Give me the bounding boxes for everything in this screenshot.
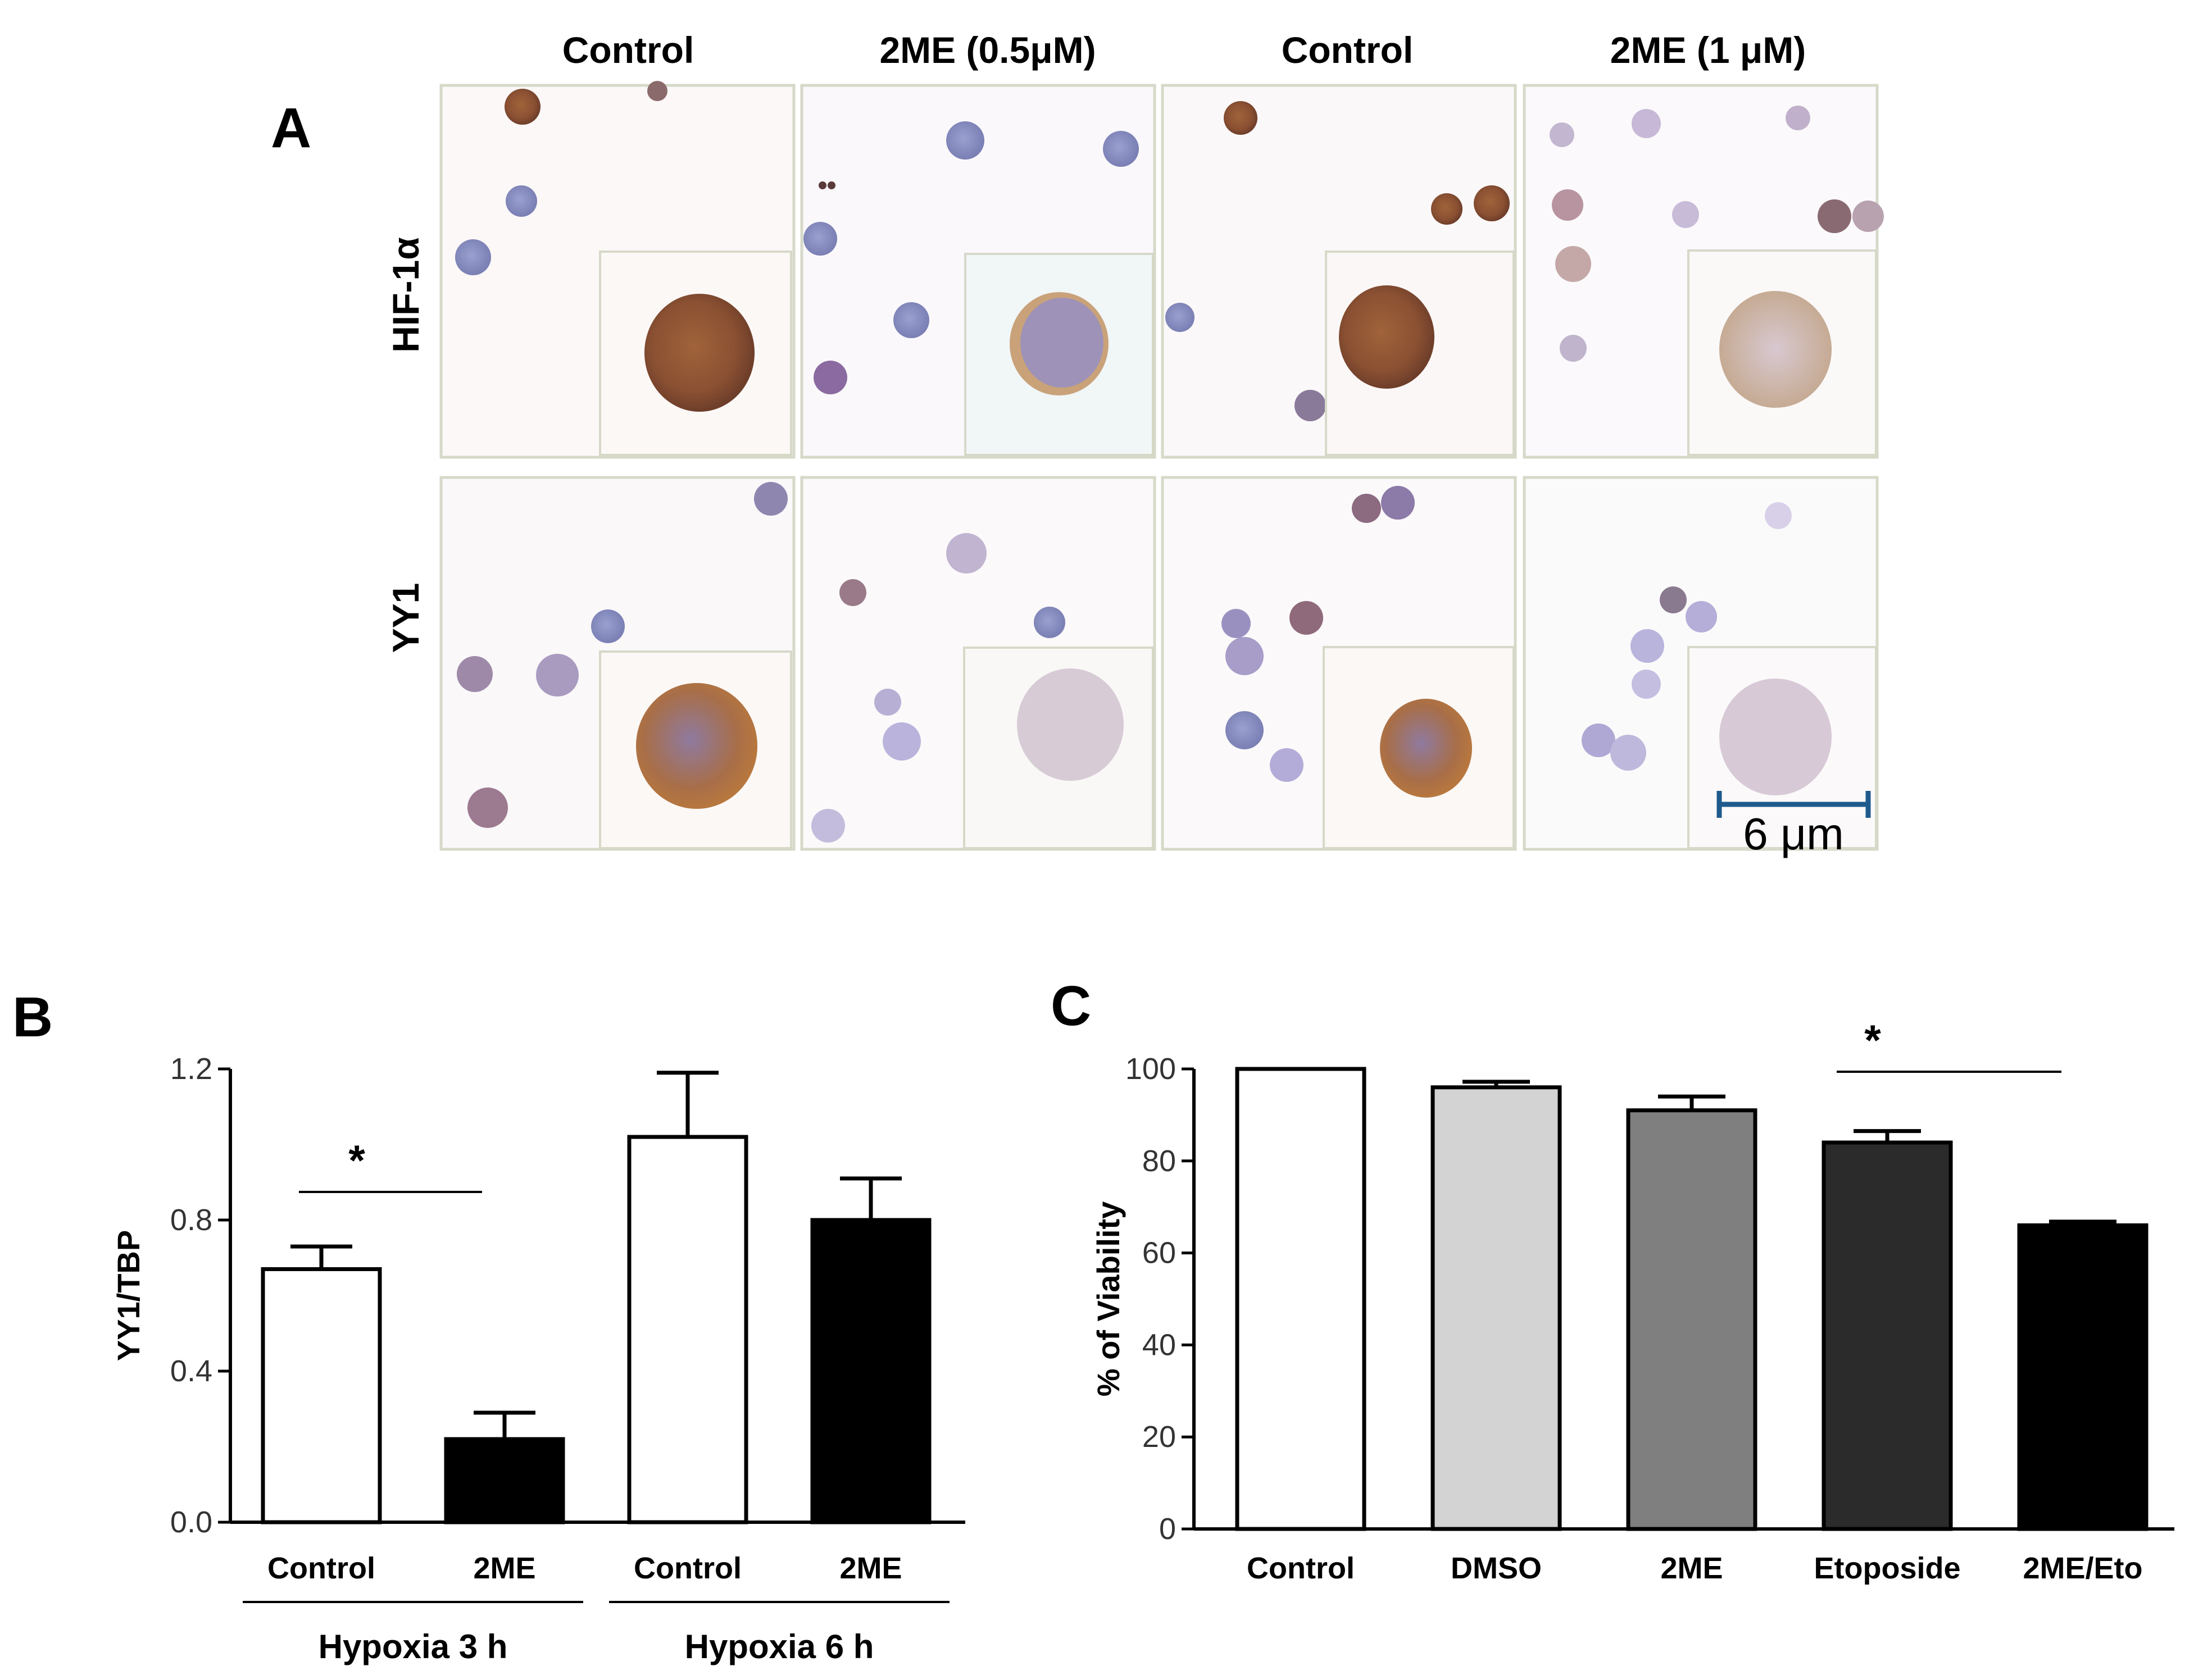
bar-3 — [627, 1135, 748, 1524]
x-category-label: Control — [634, 1551, 742, 1585]
group-label: Hypoxia 3 h — [319, 1628, 508, 1665]
bar-2 — [444, 1437, 565, 1524]
y-axis-title: % of Viability — [1091, 1201, 1126, 1396]
row-header-yy1: YY1 — [385, 583, 426, 653]
bar-4 — [1822, 1140, 1953, 1531]
significance-star: * — [348, 1137, 365, 1185]
chart-b: 0.0 0.4 0.8 1.2 YY1/TBP Control 2ME Control 2ME *… — [111, 1052, 965, 1665]
bar-1 — [261, 1267, 382, 1524]
x-category-label: 2ME — [1660, 1551, 1723, 1585]
bar-4 — [810, 1218, 932, 1524]
column-header-4: 2ME (1 μM) — [1610, 29, 1806, 71]
x-category-label: Control — [1247, 1551, 1355, 1585]
x-category-label: 2ME/Eto — [2023, 1551, 2142, 1585]
group-label: Hypoxia 6 h — [685, 1628, 874, 1665]
micrograph-hif1a-control-1 — [1161, 84, 1517, 459]
bar-2 — [1430, 1085, 1562, 1531]
micrograph-yy1-2me-1: 6 μm — [1523, 476, 1879, 859]
y-tick-label: 0.0 — [170, 1505, 212, 1539]
scale-bar-label: 6 μm — [1743, 809, 1843, 859]
y-tick-label: 60 — [1142, 1236, 1176, 1270]
y-axis-title: YY1/TBP — [111, 1230, 146, 1361]
column-header-2: 2ME (0.5μM) — [879, 29, 1096, 71]
x-category-label: DMSO — [1451, 1551, 1542, 1585]
micrograph-yy1-control-1 — [1161, 476, 1517, 851]
panel-c-label: C — [1051, 975, 1091, 1037]
y-tick-label: 0.4 — [170, 1354, 212, 1388]
y-tick-label: 80 — [1142, 1144, 1176, 1178]
y-tick-label: 20 — [1142, 1420, 1176, 1454]
significance-star: * — [1864, 1017, 1881, 1064]
panel-a-label: A — [271, 97, 311, 160]
micrograph-yy1-2me-05 — [800, 476, 1156, 851]
x-category-label: 2ME — [473, 1551, 535, 1585]
x-category-label: Etoposide — [1814, 1551, 1960, 1585]
micrograph-yy1-control-05 — [439, 476, 796, 851]
micrograph-hif1a-control-05 — [439, 81, 796, 459]
column-header-3: Control — [1282, 29, 1414, 71]
panel-b-label: B — [12, 986, 53, 1049]
column-header-1: Control — [562, 29, 694, 71]
y-tick-label: 0 — [1159, 1512, 1176, 1546]
chart-c: 0 20 40 60 80 100 % of Viability Control DMSO 2ME… — [1091, 1017, 2174, 1585]
bar-3 — [1626, 1108, 1757, 1531]
x-category-label: Control — [267, 1551, 375, 1585]
bar-1 — [1235, 1067, 1366, 1531]
x-category-label: 2ME — [839, 1551, 902, 1585]
y-tick-label: 100 — [1125, 1052, 1176, 1086]
row-header-hif1a: HIF-1α — [385, 237, 426, 353]
y-tick-label: 0.8 — [170, 1203, 212, 1237]
micrograph-hif1a-2me-1 — [1523, 84, 1884, 459]
bar-5 — [2017, 1223, 2149, 1531]
micrograph-hif1a-2me-05 — [800, 84, 1156, 459]
y-tick-label: 40 — [1142, 1328, 1176, 1362]
y-tick-label: 1.2 — [170, 1052, 212, 1086]
